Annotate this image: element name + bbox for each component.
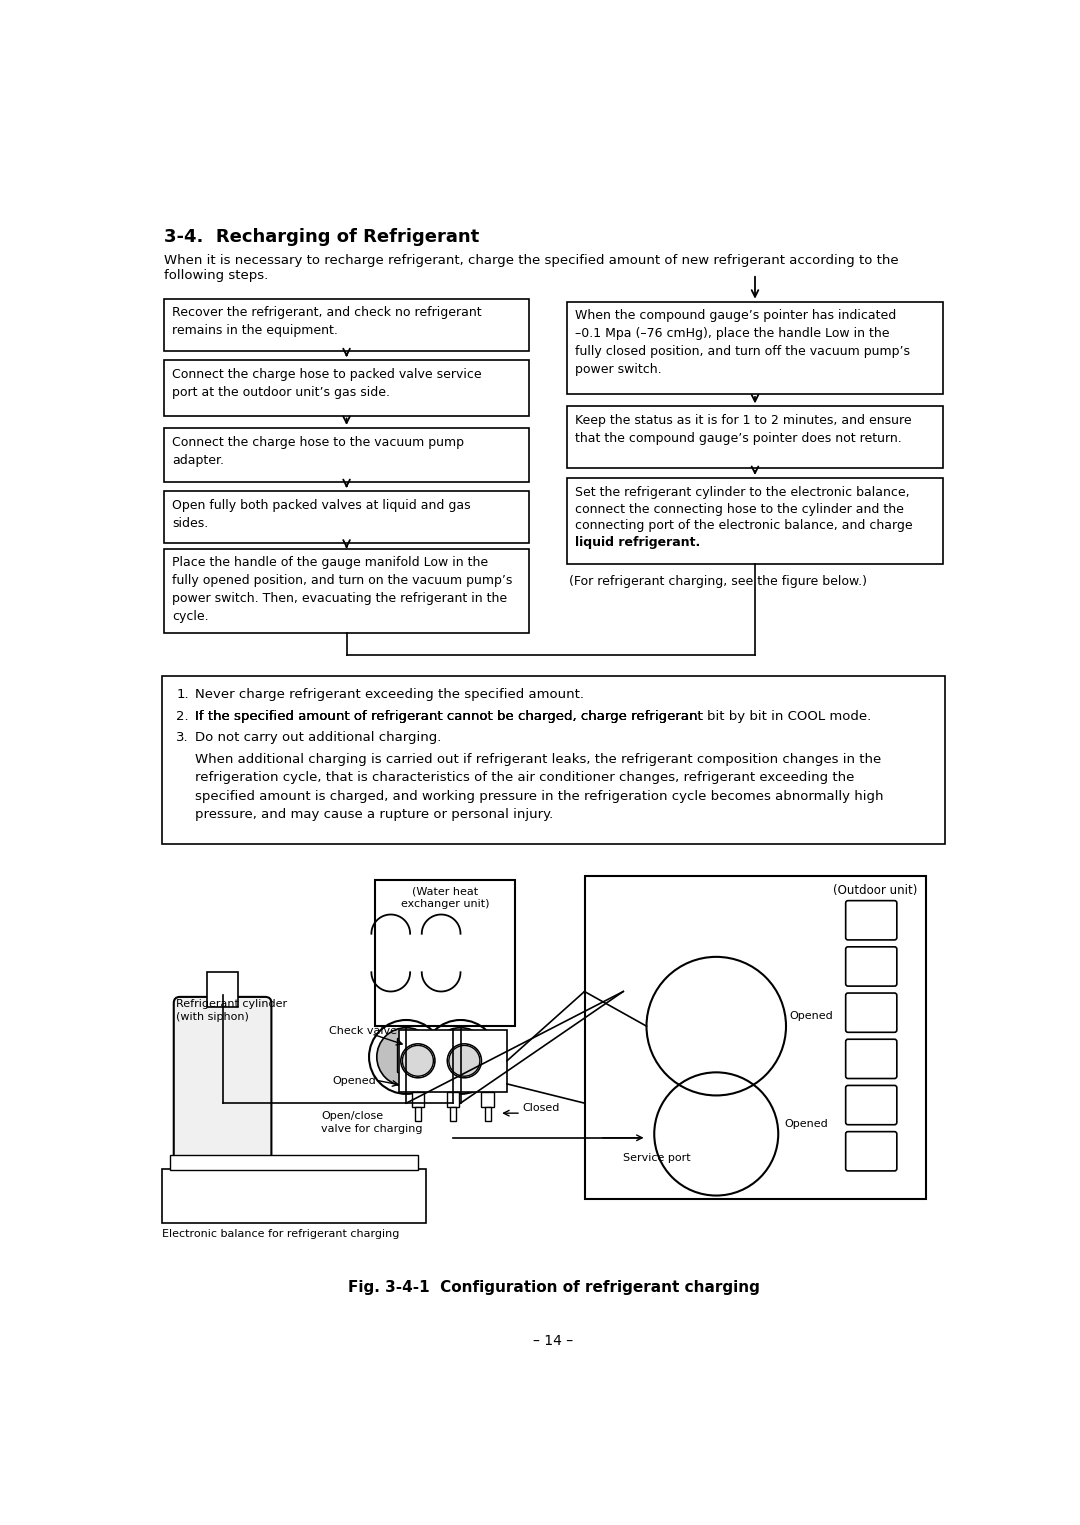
Bar [164, 360, 529, 415]
Bar [567, 406, 943, 468]
Text: If the specified amount of refrigerant cannot be charged, charge refrigerant: If the specified amount of refrigerant c… [194, 709, 706, 723]
Text: Open/close
valve for charging: Open/close valve for charging [321, 1110, 422, 1135]
Bar [567, 477, 943, 564]
Text: connecting port of the electronic balance, and charge: connecting port of the electronic balanc… [576, 520, 913, 532]
Bar [482, 1092, 494, 1107]
Bar [164, 549, 529, 633]
Text: (Water heat
exchanger unit): (Water heat exchanger unit) [401, 886, 489, 909]
Text: When additional charging is carried out if refrigerant leaks, the refrigerant co: When additional charging is carried out … [194, 753, 883, 822]
Text: 3-4.  Recharging of Refrigerant: 3-4. Recharging of Refrigerant [164, 227, 480, 246]
Text: When it is necessary to recharge refrigerant, charge the specified amount of new: When it is necessary to recharge refrige… [164, 253, 899, 267]
Bar [485, 1107, 490, 1121]
Text: Opened: Opened [789, 1011, 834, 1020]
Text: Never charge refrigerant exceeding the specified amount.: Never charge refrigerant exceeding the s… [194, 688, 583, 702]
Bar [451, 1037, 470, 1072]
Bar [567, 302, 943, 393]
Bar [170, 1154, 418, 1170]
Bar [584, 875, 926, 1199]
Text: Set the refrigerant cylinder to the electronic balance,: Set the refrigerant cylinder to the elec… [576, 485, 909, 499]
FancyBboxPatch shape [846, 993, 896, 1032]
Circle shape [431, 1028, 490, 1086]
Bar [162, 676, 945, 843]
FancyBboxPatch shape [846, 1039, 896, 1078]
Bar [375, 880, 515, 1026]
Text: Check valve: Check valve [328, 1026, 396, 1035]
Bar [411, 1092, 424, 1107]
Text: liquid refrigerant.: liquid refrigerant. [576, 537, 701, 549]
Text: Electronic balance for refrigerant charging: Electronic balance for refrigerant charg… [162, 1229, 400, 1238]
Circle shape [449, 1046, 480, 1077]
Bar [207, 973, 238, 1007]
Text: If the specified amount of refrigerant cannot be charged, charge refrigerant bit: If the specified amount of refrigerant c… [194, 709, 870, 723]
Text: Opened: Opened [333, 1077, 376, 1086]
Circle shape [377, 1028, 435, 1086]
Bar [446, 1092, 459, 1107]
Text: 3.: 3. [176, 732, 189, 744]
Bar [399, 1029, 507, 1092]
FancyBboxPatch shape [846, 947, 896, 987]
FancyBboxPatch shape [846, 901, 896, 939]
Text: Opened: Opened [784, 1118, 828, 1128]
Text: Place the handle of the gauge manifold Low in the
fully opened position, and tur: Place the handle of the gauge manifold L… [172, 557, 513, 624]
Text: Do not carry out additional charging.: Do not carry out additional charging. [194, 732, 441, 744]
Text: Closed: Closed [523, 1103, 559, 1113]
Text: (Outdoor unit): (Outdoor unit) [834, 883, 918, 897]
FancyBboxPatch shape [846, 1132, 896, 1171]
Text: 2.: 2. [176, 709, 189, 723]
Text: Connect the charge hose to packed valve service
port at the outdoor unit’s gas s: Connect the charge hose to packed valve … [172, 368, 482, 400]
Text: Service port: Service port [623, 1153, 691, 1164]
Bar [415, 1107, 421, 1121]
Text: Fig. 3-4-1  Configuration of refrigerant charging: Fig. 3-4-1 Configuration of refrigerant … [348, 1281, 759, 1295]
FancyBboxPatch shape [846, 1086, 896, 1125]
Bar [162, 1168, 426, 1223]
Text: Connect the charge hose to the vacuum pump
adapter.: Connect the charge hose to the vacuum pu… [172, 436, 464, 467]
Text: Keep the status as it is for 1 to 2 minutes, and ensure
that the compound gauge’: Keep the status as it is for 1 to 2 minu… [576, 413, 912, 445]
Text: Refrigerant cylinder
(with siphon): Refrigerant cylinder (with siphon) [176, 999, 287, 1022]
FancyBboxPatch shape [174, 997, 271, 1164]
Text: Recover the refrigerant, and check no refrigerant
remains in the equipment.: Recover the refrigerant, and check no re… [172, 307, 482, 337]
Bar [164, 429, 529, 482]
Text: following steps.: following steps. [164, 270, 269, 282]
Text: – 14 –: – 14 – [534, 1334, 573, 1348]
Text: If the specified amount of refrigerant cannot be charged, charge refrigerant: If the specified amount of refrigerant c… [194, 709, 706, 723]
Circle shape [403, 1046, 433, 1077]
Text: Open fully both packed valves at liquid and gas
sides.: Open fully both packed valves at liquid … [172, 499, 471, 529]
Bar [164, 299, 529, 351]
Text: connect the connecting hose to the cylinder and the: connect the connecting hose to the cylin… [576, 503, 904, 515]
Bar [164, 491, 529, 543]
Bar [449, 1107, 456, 1121]
Text: (For refrigerant charging, see the figure below.): (For refrigerant charging, see the figur… [569, 575, 867, 589]
Bar [397, 1037, 416, 1072]
Text: When the compound gauge’s pointer has indicated
–0.1 Mpa (–76 cmHg), place the h: When the compound gauge’s pointer has in… [576, 310, 910, 377]
Text: 1.: 1. [176, 688, 189, 702]
